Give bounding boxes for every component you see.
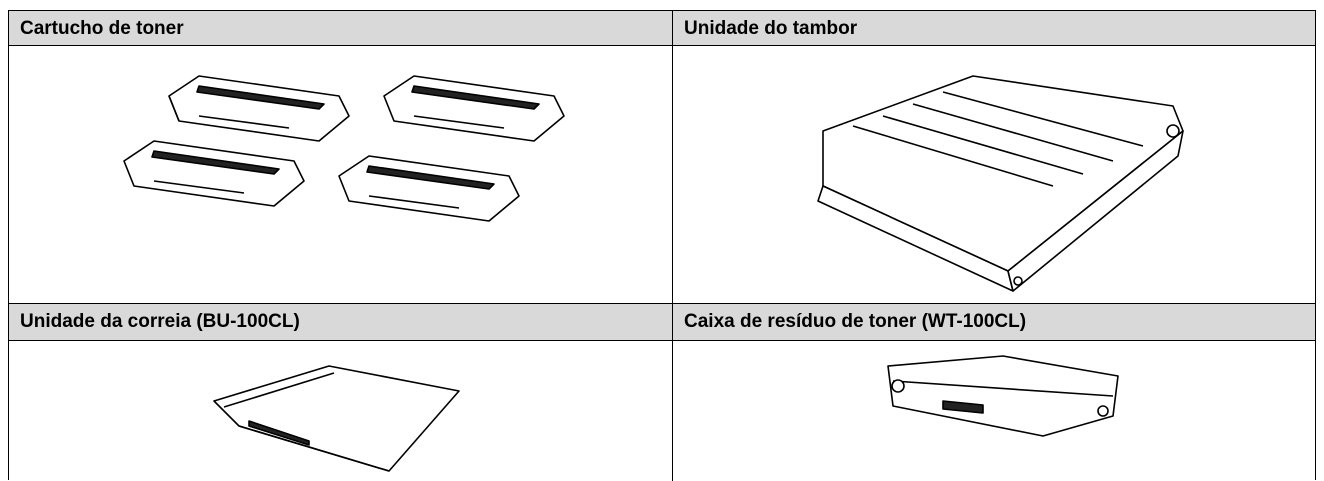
header-cell: Unidade do tambor [673, 11, 1315, 46]
waste-toner-box [887, 355, 1119, 437]
image-cell [9, 341, 673, 481]
image-cell [9, 46, 673, 304]
page: Cartucho de toner Unidade do tambor [8, 10, 1316, 481]
header-cell: Cartucho de toner [9, 11, 673, 46]
image-cell [673, 46, 1315, 304]
toner-cartridges [123, 75, 565, 222]
image-cell [673, 341, 1315, 481]
belt-unit [213, 365, 460, 472]
drum-unit [817, 75, 1184, 292]
table: Cartucho de toner Unidade do tambor [8, 10, 1316, 481]
header-cell: Unidade da correia (BU-100CL) [9, 304, 673, 341]
header-cell: Caixa de resíduo de toner (WT-100CL) [673, 304, 1315, 341]
